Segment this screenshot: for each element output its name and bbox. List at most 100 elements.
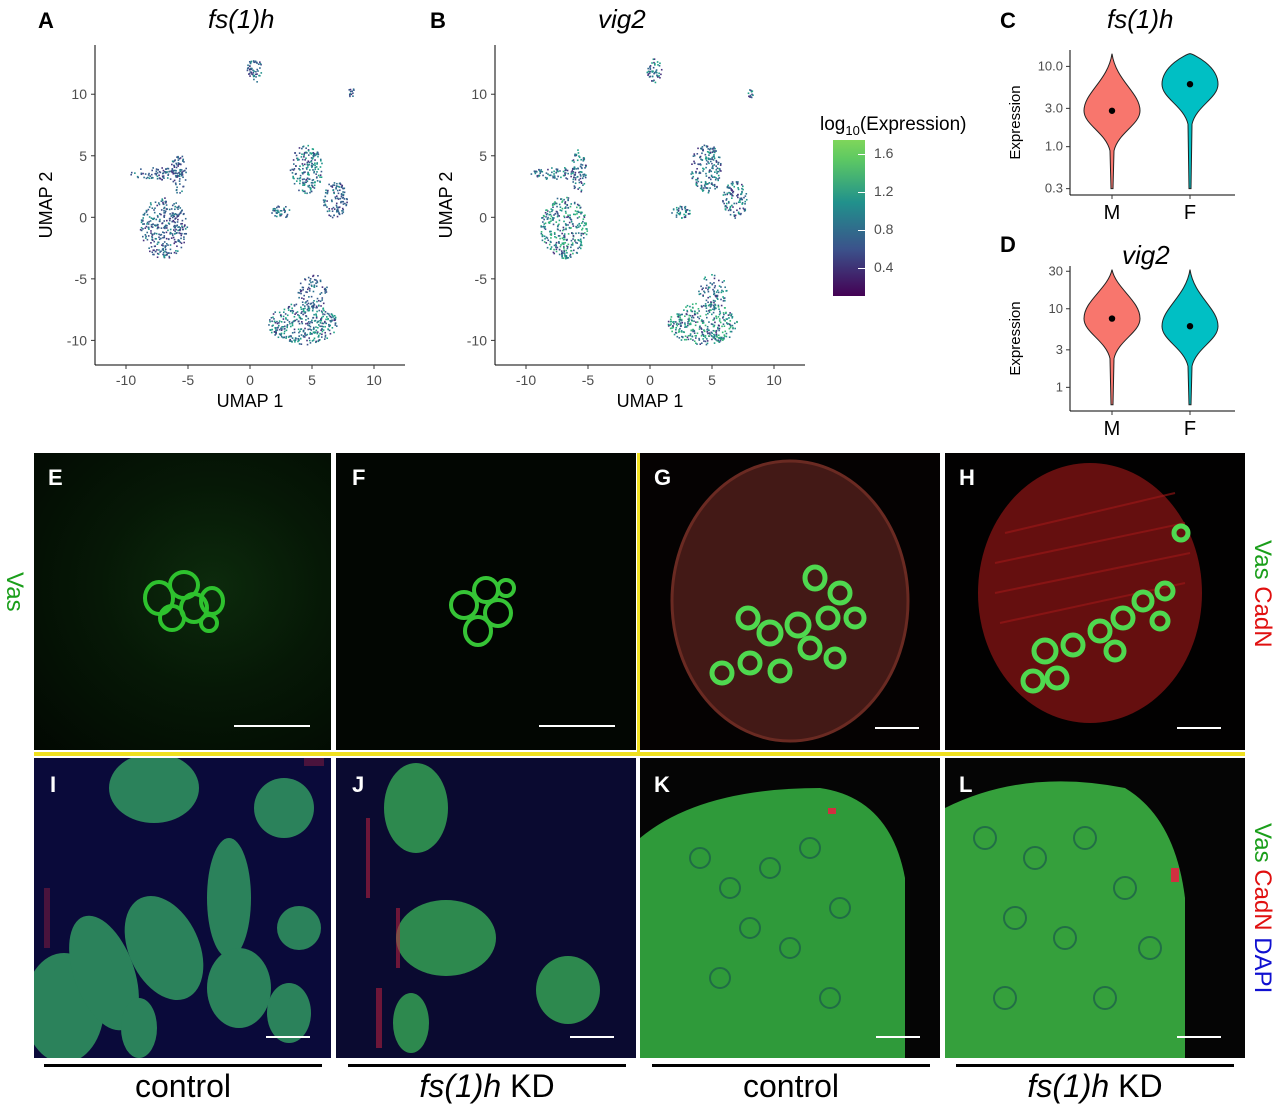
violin-d-y-tick: 30 xyxy=(1049,263,1063,278)
violin-d-y-axis-label: Expression xyxy=(1007,301,1024,375)
umap-a-x-tick: 0 xyxy=(246,372,254,388)
scale-bar-k xyxy=(876,1036,920,1038)
violin-d-x-tick: M xyxy=(1104,418,1121,436)
umap-a-x-tick: -5 xyxy=(182,372,195,388)
colorbar-gradient xyxy=(833,140,865,296)
violin-d-y-tick: 10 xyxy=(1049,301,1063,316)
panel-label-j: J xyxy=(352,772,365,797)
panel-label-h: H xyxy=(959,465,975,490)
panel-label-e: E xyxy=(48,465,63,490)
violin-c-y-tick: 3.0 xyxy=(1045,100,1063,115)
yellow-divider-horizontal xyxy=(34,752,1245,756)
scale-bar-h xyxy=(1177,727,1221,729)
scale-bar-f xyxy=(539,725,615,727)
violin-c-x-tick: M xyxy=(1104,202,1121,224)
panel-label-f: F xyxy=(352,465,366,490)
violin-c-y-tick: 1.0 xyxy=(1045,139,1063,154)
group-rule-3 xyxy=(652,1064,930,1067)
umap-b-x-axis-label: UMAP 1 xyxy=(617,391,684,411)
umap-a-y-tick: 0 xyxy=(79,209,87,225)
violin-c-median-m xyxy=(1108,107,1116,114)
panel-label-i: I xyxy=(50,772,57,797)
umap-a-x-tick: 5 xyxy=(308,372,316,388)
violin-d-violin-m xyxy=(1083,269,1141,406)
panel-label-d: D xyxy=(1000,232,1016,257)
panel-title-a: fs(1)h xyxy=(208,4,275,34)
umap-b-y-tick: 5 xyxy=(479,148,487,164)
violin-c-y-tick: 10.0 xyxy=(1038,58,1063,73)
scale-bar-e xyxy=(234,725,310,727)
umap-b-x-tick: -10 xyxy=(516,372,536,388)
umap-b-y-tick: -5 xyxy=(475,271,488,287)
umap-b-y-tick: 10 xyxy=(471,86,487,102)
micrograph-j: J xyxy=(336,758,636,1058)
violin-c-y-axis-label: Expression xyxy=(1007,85,1024,159)
umap-plot-a: -10 -5 0 5 10 10 5 0 -5 -10 UMAP 1 UMAP 2 xyxy=(36,45,405,411)
colorbar-tick-mark xyxy=(858,192,865,193)
micrograph-f: F xyxy=(336,453,636,750)
group-rule-2 xyxy=(348,1064,626,1067)
umap-a-y-tick: 10 xyxy=(71,86,87,102)
scale-bar-l xyxy=(1177,1036,1221,1038)
colorbar-tick-mark xyxy=(858,229,865,231)
umap-b-x-tick: 10 xyxy=(766,372,782,388)
panel-label-k: K xyxy=(654,772,670,797)
group-rule-1 xyxy=(44,1064,322,1067)
stain-label-row1-right: Vas CadN xyxy=(1249,540,1276,648)
stain-label-vas-left: Vas xyxy=(1,572,28,612)
umap-b-y-tick: 0 xyxy=(479,209,487,225)
violin-c-x-tick: F xyxy=(1184,202,1196,224)
umap-a-y-tick: -5 xyxy=(75,271,88,287)
violin-c-median-f xyxy=(1186,80,1194,88)
violin-d-median-f xyxy=(1186,322,1194,330)
umap-b-x-tick: -5 xyxy=(582,372,595,388)
scale-bar-g xyxy=(875,727,919,729)
violin-plot-c: 10.0 3.0 1.0 0.3 Expression M F xyxy=(1007,50,1235,224)
micrograph-g: G xyxy=(640,453,940,750)
colorbar-tick-mark xyxy=(858,154,865,156)
colorbar-title: log10(Expression) xyxy=(820,114,967,138)
yellow-divider-vertical xyxy=(637,453,640,753)
violin-d-median-m xyxy=(1108,315,1116,322)
umap-a-x-axis-label: UMAP 1 xyxy=(217,391,284,411)
colorbar-tick: 1.2 xyxy=(874,183,894,199)
violin-d-y-tick: 1 xyxy=(1056,379,1063,394)
colorbar-tick-mark xyxy=(858,267,865,269)
micrograph-h: H xyxy=(945,453,1245,750)
micrograph-i: I xyxy=(34,758,331,1058)
violin-plot-d: 30 10 3 1 Expression M F xyxy=(1007,263,1235,436)
scale-bar-i xyxy=(266,1036,310,1038)
colorbar-tick: 0.4 xyxy=(874,258,894,275)
violin-d-x-tick: F xyxy=(1184,418,1196,436)
umap-a-y-tick: -10 xyxy=(67,332,87,348)
group-label-control-1: control xyxy=(134,1068,232,1104)
colorbar-tick: 0.8 xyxy=(874,220,894,237)
panel-label-l: L xyxy=(959,772,973,797)
violin-c-violin-m xyxy=(1083,53,1141,190)
violin-d-violin-f xyxy=(1161,269,1219,406)
group-label-kd-1: fs(1)h KD xyxy=(419,1068,555,1104)
colorbar-tick: 1.6 xyxy=(874,145,894,162)
stain-label-row2-right: Vas CadN DAPI xyxy=(1249,823,1276,994)
violin-d-y-tick: 3 xyxy=(1056,342,1063,357)
umap-a-x-tick: -10 xyxy=(116,372,136,388)
micrograph-e: E xyxy=(34,453,331,750)
panel-label-g: G xyxy=(654,465,672,490)
panel-title-d: vig2 xyxy=(1122,240,1170,270)
micrograph-l: L xyxy=(945,758,1245,1058)
violin-c-y-tick: 0.3 xyxy=(1045,181,1063,196)
micrograph-k: K xyxy=(640,758,940,1058)
panel-title-b: vig2 xyxy=(598,4,646,34)
umap-a-x-tick: 10 xyxy=(366,372,382,388)
panel-label-a: A xyxy=(38,8,54,33)
scale-bar-j xyxy=(570,1036,614,1038)
violin-c-violin-f xyxy=(1161,53,1219,190)
group-label-kd-2: fs(1)h KD xyxy=(1027,1068,1163,1104)
umap-b-y-axis-label: UMAP 2 xyxy=(436,172,456,239)
umap-b-x-tick: 0 xyxy=(646,372,654,388)
umap-a-y-axis-label: UMAP 2 xyxy=(36,172,56,239)
group-label-control-2: control xyxy=(742,1068,840,1104)
umap-a-y-tick: 5 xyxy=(79,148,87,164)
group-rule-4 xyxy=(956,1064,1234,1067)
umap-b-y-tick: -10 xyxy=(467,332,487,348)
